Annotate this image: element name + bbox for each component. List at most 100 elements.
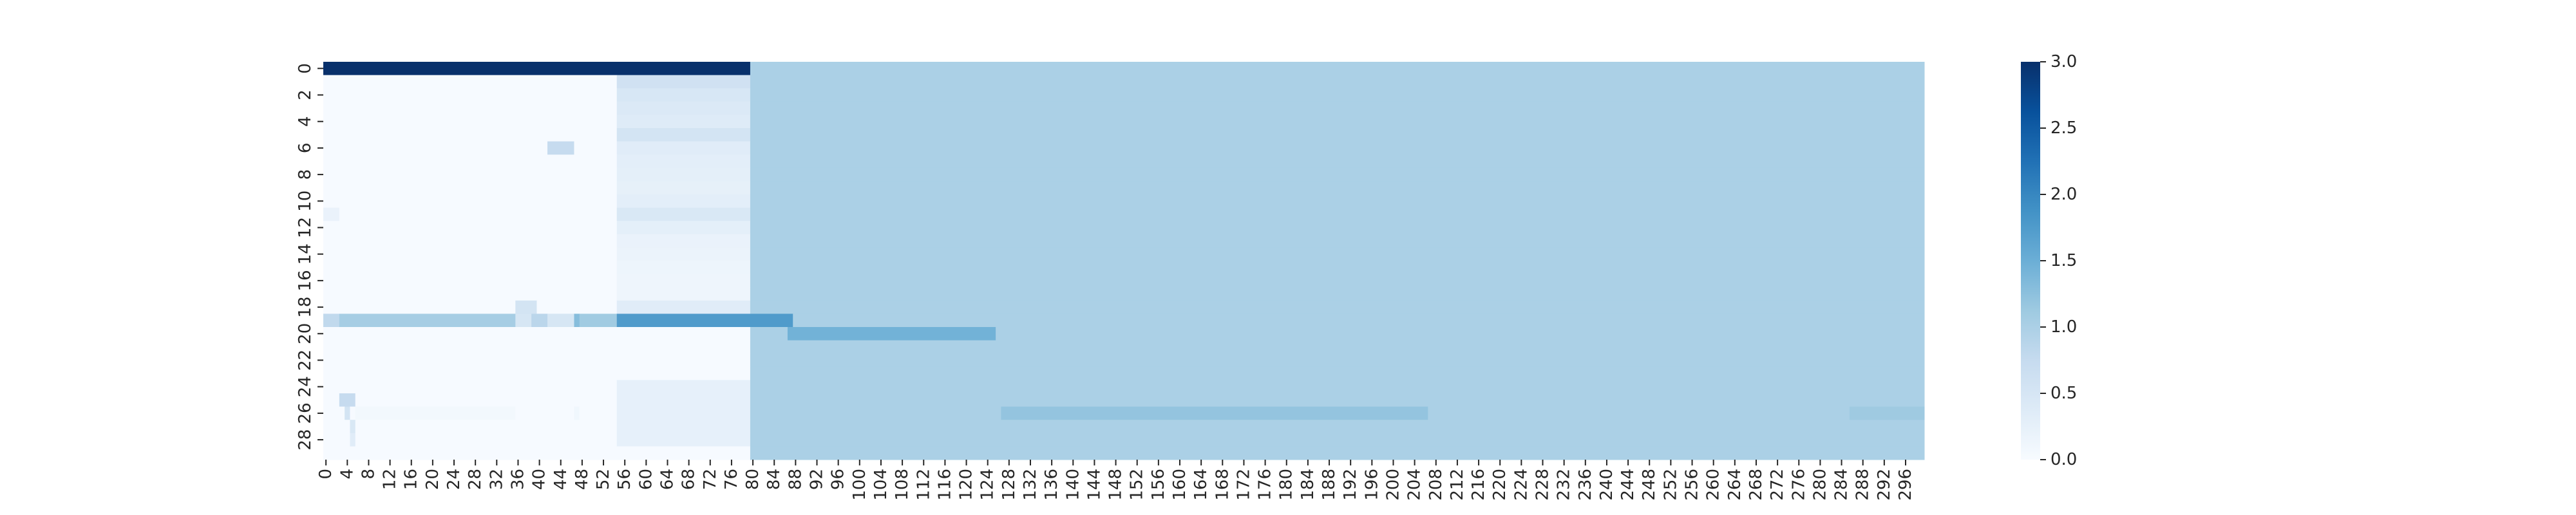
x-tick-label: 108 [893,469,912,501]
heatmap-cell-run [323,406,345,420]
x-tick-label: 48 [573,469,592,490]
x-tick-label: 156 [1149,469,1168,501]
heatmap-cell-run [616,115,751,129]
colorbar-tick-label: 1.0 [2050,317,2077,337]
x-tick-label: 180 [1277,469,1296,501]
heatmap-cell-run [616,101,751,115]
x-tick-label: 288 [1853,469,1873,501]
x-tick-label: 16 [402,469,421,490]
heatmap-cell-run [750,327,788,341]
y-tick-label: 14 [296,243,315,265]
x-tick-label: 284 [1832,469,1852,501]
x-tick-label: 204 [1405,469,1425,501]
heatmap-cell-run [339,393,356,407]
colorbar-tick-label: 2.0 [2050,185,2077,204]
heatmap-cell-run [750,88,1925,102]
x-tick-label: 120 [957,469,976,501]
heatmap-cell-run [323,420,350,434]
x-tick-label: 172 [1234,469,1253,501]
x-tick-label: 28 [466,469,485,490]
x-tick-label: 44 [551,469,571,490]
x-tick-label: 104 [871,469,891,501]
heatmap-cell-run [323,261,618,275]
heatmap-cell-run [750,340,1925,354]
x-tick-label: 264 [1725,469,1745,501]
heatmap-cell-run [350,406,356,420]
x-axis-ticks: 0 4 8 12 16 20 24 28 32 36 40 44 48 52 56 60 64 68 72 76 80 8… [316,460,1915,501]
x-tick-label: 212 [1448,469,1467,501]
x-tick-label: 8 [359,469,378,480]
heatmap-cell-run [616,287,751,301]
heatmap-cell-run [750,446,1925,460]
heatmap-cell-run [323,327,751,341]
heatmap-cell-run [750,300,1925,314]
heatmap-cell-run [616,393,751,407]
x-tick-label: 248 [1640,469,1659,501]
heatmap-cell-run [750,393,1925,407]
heatmap-cell-run [323,274,618,288]
heatmap-cell-run [616,300,751,314]
heatmap-cell-run [616,380,751,394]
x-tick-label: 208 [1426,469,1446,501]
heatmap-cell-run [616,141,751,155]
heatmap-cell-run [323,234,618,248]
heatmap-cell-run [323,88,618,102]
heatmap-cell-run [350,420,356,434]
heatmap-cell-run [574,141,618,155]
heatmap-cell-run [793,314,1925,328]
heatmap-cell-run [323,167,618,182]
x-tick-label: 36 [508,469,527,490]
x-tick-label: 276 [1789,469,1808,501]
heatmap-cell-run [574,314,580,328]
x-tick-label: 260 [1704,469,1723,501]
x-tick-label: 256 [1683,469,1702,501]
colorbar-tick-label: 1.5 [2050,251,2077,270]
y-tick-label: 6 [296,143,315,154]
x-tick-label: 32 [487,469,506,490]
heatmap-cell-run [323,115,618,129]
heatmap-cell-run [1001,406,1428,420]
heatmap-cell-run [750,167,1925,182]
heatmap-cell-run [750,141,1925,155]
heatmap-cell-run [616,207,751,221]
heatmap-cell-run [616,75,751,89]
heatmap-cell-run [547,314,574,328]
x-tick-label: 188 [1320,469,1339,501]
heatmap-cell-run [323,353,751,368]
heatmap-cell-run [323,300,516,314]
y-tick-label: 12 [296,217,315,238]
x-tick-label: 80 [743,469,762,490]
heatmap-cell-run [323,141,548,155]
x-tick-label: 64 [658,469,677,490]
heatmap-cell-run [750,181,1925,195]
heatmap-cell-run [616,314,793,328]
x-tick-label: 164 [1191,469,1211,501]
heatmap-cell-run [323,247,618,261]
x-tick-label: 12 [381,469,400,490]
heatmap-cell-run [323,287,618,301]
heatmap-cell-run [750,274,1925,288]
x-tick-label: 100 [850,469,869,501]
heatmap-cell-run [536,300,618,314]
heatmap-cell-run [616,420,751,434]
heatmap-cell-run [616,221,751,235]
x-tick-label: 232 [1555,469,1574,501]
heatmap-cell-run [616,128,751,142]
heatmap-cell-run [750,154,1925,169]
y-tick-label: 2 [296,89,315,100]
heatmap-cell-run [323,154,618,169]
heatmap-cell-run [750,366,1925,380]
heatmap-cell-run [579,406,618,420]
x-tick-label: 216 [1469,469,1488,501]
heatmap-cell-run [616,167,751,182]
heatmap-cell-run [323,194,618,209]
x-tick-label: 240 [1597,469,1616,501]
heatmap-cell-run [323,433,350,447]
heatmap-cell-run [323,181,618,195]
colorbar [2021,62,2040,460]
heatmap-cell-run [616,406,751,420]
heatmap-cell-run [750,207,1925,221]
y-tick-label: 16 [296,270,315,291]
heatmap-cell-run [547,141,574,155]
y-tick-label: 28 [296,429,315,451]
